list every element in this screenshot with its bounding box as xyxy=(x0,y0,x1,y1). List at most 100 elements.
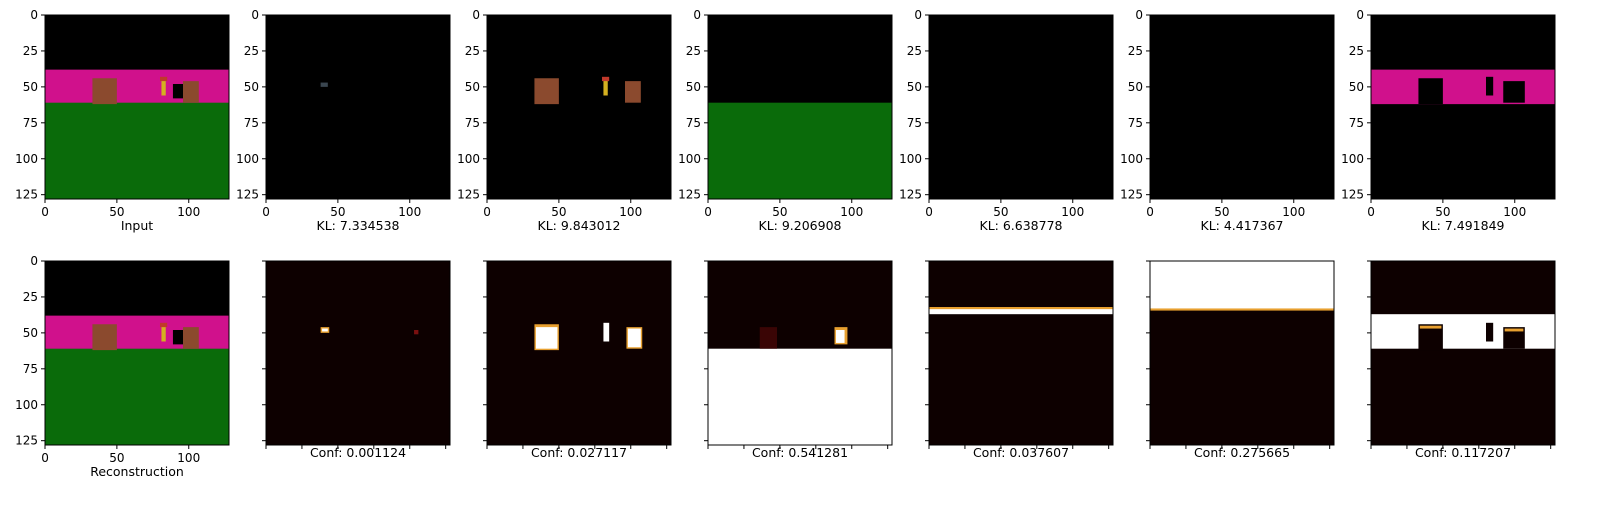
axes-frame xyxy=(44,14,230,200)
mask-hole xyxy=(1486,322,1494,342)
panel-input: 0 50 100 0 25 50 75 100 125 Input xyxy=(15,8,230,233)
x-tick-label: 100 xyxy=(398,205,421,219)
panel-slot-2: 0 50 100 0 25 50 75 100 125 KL: 9.843012 xyxy=(457,8,672,233)
y-tick-label: 100 xyxy=(678,152,701,166)
door-object xyxy=(172,330,183,345)
mask-warm xyxy=(1419,325,1442,329)
panel-slot-4: 0 50 100 0 25 50 75 100 125 KL: 6.638778 xyxy=(899,8,1114,233)
panel-image xyxy=(266,261,450,445)
y-tick-label: 125 xyxy=(236,188,259,202)
panel-caption: Reconstruction xyxy=(90,464,184,479)
panel-reconstruction: 0 50 100 0 25 50 75 100 125 Reconstruction xyxy=(15,254,230,479)
y-tick-label: 100 xyxy=(899,152,922,166)
y-tick-label: 25 xyxy=(465,44,480,58)
mask-hot xyxy=(1150,261,1334,310)
panel-caption: KL: 4.417367 xyxy=(1201,218,1284,233)
y-tick-label: 25 xyxy=(907,44,922,58)
mask-hole xyxy=(1503,327,1525,349)
axes-frame xyxy=(44,260,230,446)
y-tick-label: 50 xyxy=(1128,80,1143,94)
y-tick-label: 25 xyxy=(23,44,38,58)
panel-image xyxy=(929,261,1113,445)
door-object xyxy=(172,84,183,99)
mask-warm xyxy=(414,330,419,335)
y-tick-label: 75 xyxy=(244,116,259,130)
x-tick-label: 100 xyxy=(619,205,642,219)
box-object xyxy=(534,78,559,105)
panel-caption: Conf: 0.117207 xyxy=(1415,445,1511,460)
y-tick-label: 25 xyxy=(1128,44,1143,58)
panels-grid: 0 50 100 0 25 50 75 100 125 Input 0 50 100 0 25 50 75 100… xyxy=(15,8,1556,479)
x-tick-label: 50 xyxy=(1435,205,1450,219)
mask-hot xyxy=(603,322,610,342)
key-object xyxy=(161,324,166,342)
y-tick-label: 100 xyxy=(1120,152,1143,166)
panel-caption: Conf: 0.001124 xyxy=(310,445,406,460)
box-object xyxy=(183,327,199,349)
x-tick-label: 0 xyxy=(925,205,933,219)
y-tick-label: 75 xyxy=(1128,116,1143,130)
mask-background xyxy=(929,261,1113,445)
panel-slot-6: 0 50 100 0 25 50 75 100 125 KL: 7.491849 xyxy=(1341,8,1556,233)
y-tick-label: 75 xyxy=(23,116,38,130)
x-tick-label: 0 xyxy=(1146,205,1154,219)
axes-frame xyxy=(265,14,451,200)
mask-hot xyxy=(929,308,1113,315)
y-tick-label: 25 xyxy=(244,44,259,58)
box-object xyxy=(625,81,641,103)
x-tick-label: 0 xyxy=(41,205,49,219)
axes-frame xyxy=(928,260,1114,446)
axes-frame xyxy=(1370,260,1556,446)
y-tick-label: 0 xyxy=(693,8,701,22)
x-tick-label: 100 xyxy=(177,205,200,219)
axes-frame xyxy=(1149,260,1335,446)
x-tick-label: 50 xyxy=(109,451,124,465)
mask-hot xyxy=(835,330,845,343)
x-tick-label: 0 xyxy=(262,205,270,219)
key-object xyxy=(161,78,166,96)
y-tick-label: 125 xyxy=(899,188,922,202)
axes-frame xyxy=(707,14,893,200)
wall-region xyxy=(45,69,229,105)
x-tick-label: 50 xyxy=(1214,205,1229,219)
key-top xyxy=(602,76,610,82)
panel-caption: Conf: 0.541281 xyxy=(752,445,848,460)
mask-hot xyxy=(535,327,558,349)
panel-caption: Conf: 0.037607 xyxy=(973,445,1069,460)
panel-image xyxy=(929,15,1113,199)
x-tick-label: 100 xyxy=(840,205,863,219)
y-tick-label: 100 xyxy=(457,152,480,166)
y-tick-label: 125 xyxy=(457,188,480,202)
panel-caption: KL: 6.638778 xyxy=(980,218,1063,233)
x-tick-label: 50 xyxy=(330,205,345,219)
panel-mask-5: Conf: 0.275665 xyxy=(1146,260,1335,460)
y-tick-label: 50 xyxy=(244,80,259,94)
axes-frame xyxy=(265,260,451,446)
y-tick-label: 0 xyxy=(914,8,922,22)
panel-mask-1: Conf: 0.001124 xyxy=(262,260,451,460)
wall-hole xyxy=(1418,78,1443,105)
y-tick-label: 100 xyxy=(1341,152,1364,166)
y-tick-label: 25 xyxy=(686,44,701,58)
x-tick-label: 50 xyxy=(551,205,566,219)
mask-hot xyxy=(708,348,892,445)
y-tick-label: 0 xyxy=(1135,8,1143,22)
y-tick-label: 125 xyxy=(678,188,701,202)
slot-background xyxy=(266,15,450,199)
y-tick-label: 75 xyxy=(686,116,701,130)
slot-blob xyxy=(320,82,328,87)
y-tick-label: 50 xyxy=(907,80,922,94)
y-tick-label: 100 xyxy=(15,152,38,166)
box-object xyxy=(92,78,117,105)
panel-caption: Conf: 0.027117 xyxy=(531,445,627,460)
panel-mask-3: Conf: 0.541281 xyxy=(704,260,893,460)
box-object xyxy=(183,81,199,103)
wall-hole xyxy=(1486,76,1494,96)
y-tick-label: 0 xyxy=(1356,8,1364,22)
panel-slot-5: 0 50 100 0 25 50 75 100 125 KL: 4.417367 xyxy=(1120,8,1335,233)
y-tick-label: 125 xyxy=(15,434,38,448)
panel-image xyxy=(487,15,671,199)
mask-hot xyxy=(1371,314,1555,349)
axes-frame xyxy=(707,260,893,446)
